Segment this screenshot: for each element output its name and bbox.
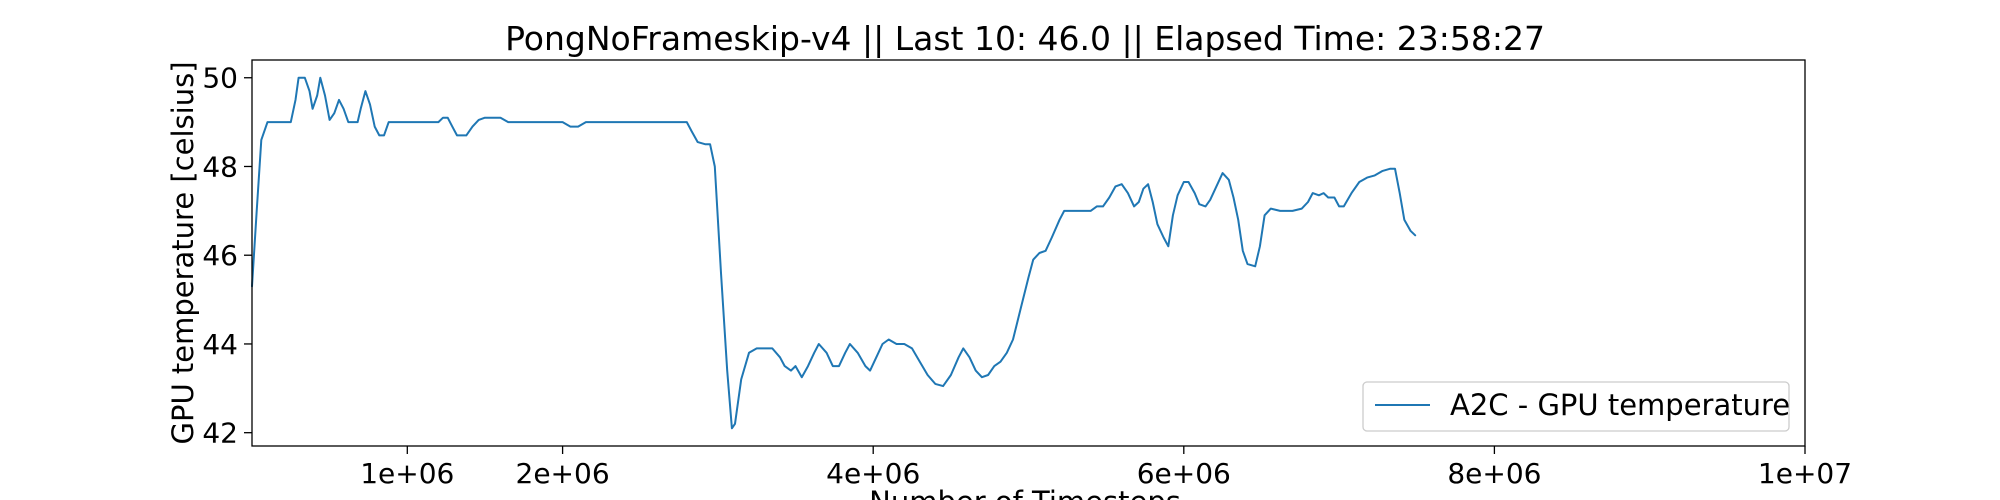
y-tick-label: 46	[202, 239, 238, 272]
y-axis-label: GPU temperature [celsius]	[166, 61, 200, 444]
x-tick-label: 1e+07	[1758, 457, 1852, 490]
x-tick-label: 6e+06	[1137, 457, 1231, 490]
y-axis: 42 44 46 48 50	[202, 62, 252, 450]
series-line	[251, 76, 1417, 430]
x-tick-label: 8e+06	[1447, 457, 1541, 490]
x-axis: 1e+06 2e+06 4e+06 6e+06 8e+06 1e+07	[360, 446, 1852, 490]
legend-label: A2C - GPU temperature	[1450, 388, 1790, 422]
x-tick-label: 1e+06	[360, 457, 454, 490]
legend-box	[1362, 381, 1790, 432]
plot-frame	[251, 59, 1806, 447]
y-tick-label: 42	[202, 417, 238, 450]
y-tick-label: 50	[202, 62, 238, 95]
y-tick-label: 48	[202, 150, 238, 183]
legend: A2C - GPU temperature	[1362, 381, 1790, 432]
chart-title: PongNoFrameskip-v4 || Last 10: 46.0 || E…	[505, 19, 1545, 58]
x-axis-label: Number of Timesteps	[869, 485, 1181, 500]
x-tick-label: 4e+06	[826, 457, 920, 490]
plot-series-group	[251, 76, 1417, 430]
y-tick-label: 44	[202, 328, 238, 361]
x-tick-label: 2e+06	[516, 457, 610, 490]
